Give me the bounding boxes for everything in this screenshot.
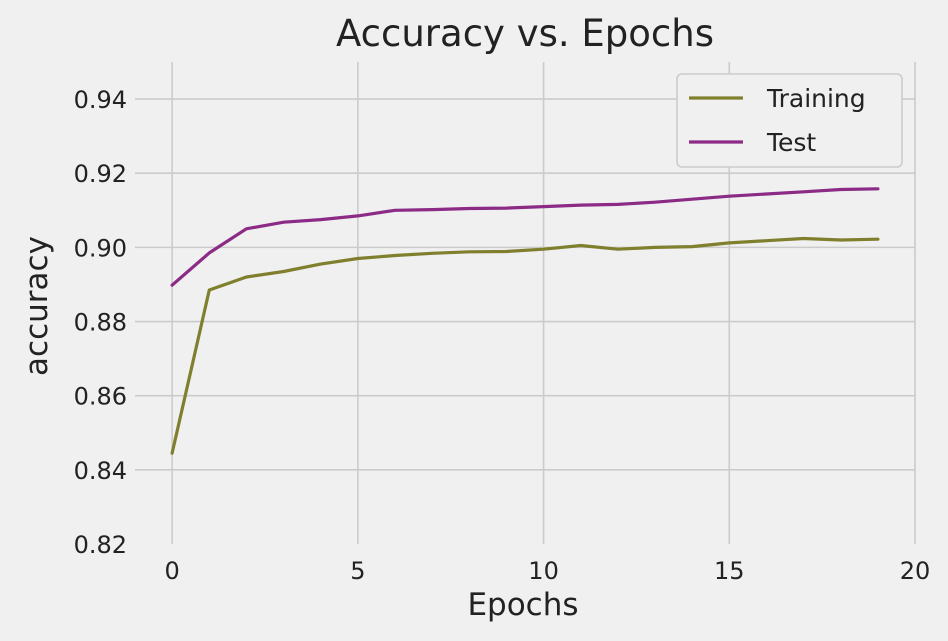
y-tick-label: 0.94 [74, 86, 127, 114]
legend-label-training: Training [766, 84, 866, 113]
y-tick-label: 0.86 [74, 383, 127, 411]
chart-title: Accuracy vs. Epochs [336, 12, 714, 55]
series-line-test [170, 187, 880, 287]
legend-label-test: Test [766, 128, 816, 157]
legend: Training Test [676, 73, 903, 168]
x-tick-label: 10 [528, 557, 559, 585]
x-tick-label: 0 [165, 557, 180, 585]
x-tick-label: 20 [900, 557, 931, 585]
x-axis-label: Epochs [467, 587, 578, 623]
y-axis-label: accuracy [19, 236, 55, 376]
y-tick-label: 0.90 [74, 234, 127, 262]
y-tick-labels: 0.82 0.84 0.86 0.88 0.90 0.92 0.94 [74, 86, 127, 559]
y-tick-label: 0.82 [74, 531, 127, 559]
series-line-training [170, 236, 880, 455]
y-tick-label: 0.88 [74, 309, 127, 337]
x-tick-labels: 0 5 10 15 20 [165, 557, 931, 585]
series-lines [170, 187, 880, 455]
x-tick-label: 5 [350, 557, 365, 585]
y-tick-label: 0.84 [74, 457, 127, 485]
x-tick-label: 15 [714, 557, 745, 585]
y-tick-label: 0.92 [74, 160, 127, 188]
